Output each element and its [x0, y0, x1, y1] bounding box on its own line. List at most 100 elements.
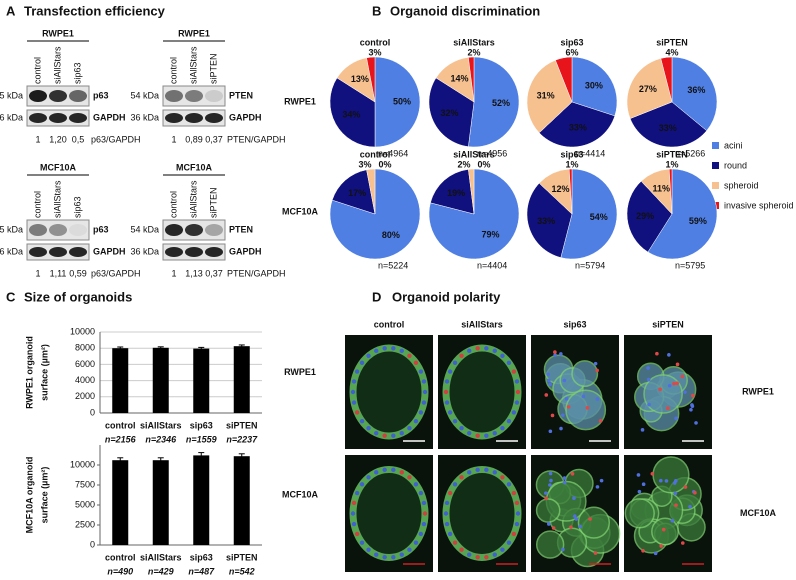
- nucleus: [511, 410, 517, 415]
- nucleus: [593, 551, 598, 555]
- nucleus: [688, 504, 692, 509]
- nucleus: [551, 526, 556, 530]
- nucleus: [658, 387, 662, 392]
- nucleus: [459, 547, 464, 552]
- protein-label: p63: [93, 224, 109, 234]
- nucleus: [548, 429, 553, 434]
- nucleus: [548, 382, 552, 387]
- nucleus: [640, 428, 645, 432]
- organoid-ring: [442, 466, 522, 561]
- nucleus: [572, 496, 576, 501]
- panel-letter: C: [6, 289, 16, 304]
- pie-slice: [629, 101, 708, 148]
- nucleus: [452, 418, 458, 424]
- cell-line-label: MCF10A: [176, 162, 213, 172]
- nucleus: [546, 372, 550, 377]
- y-tick-label: 0: [90, 539, 95, 549]
- legend-swatch: [712, 182, 719, 189]
- nucleus: [382, 467, 387, 473]
- slice-label: 33%: [659, 123, 677, 133]
- ratio-value: 1,20: [49, 134, 67, 144]
- x-tick-label: sip63: [190, 420, 213, 430]
- nucleus: [646, 366, 650, 370]
- nucleus: [667, 383, 672, 388]
- ratio-value: 0,59: [69, 268, 87, 278]
- slice-label: 13%: [351, 74, 369, 84]
- nucleus: [673, 491, 678, 496]
- nucleus: [366, 353, 371, 358]
- nucleus: [399, 348, 404, 354]
- nucleus: [553, 353, 557, 357]
- nucleus: [548, 483, 552, 487]
- pie-title: siPTEN: [656, 37, 688, 47]
- pie-slice: [366, 168, 376, 215]
- nucleus: [653, 551, 658, 556]
- nucleus: [421, 400, 427, 405]
- nucleus: [399, 470, 404, 475]
- nucleus: [500, 353, 505, 358]
- sample-size: n=2156: [105, 434, 137, 444]
- nucleus: [650, 471, 655, 476]
- blot-band: [49, 113, 67, 123]
- nucleus: [569, 525, 573, 529]
- bar: [193, 348, 210, 413]
- y-axis-label: RWPE1 organoid: [24, 336, 34, 409]
- y-axis-label: surface (µm²): [39, 344, 49, 401]
- y-tick-label: 10000: [70, 326, 95, 336]
- pie-slice: [526, 182, 573, 258]
- nucleus: [418, 369, 424, 374]
- nucleus: [694, 421, 698, 425]
- nucleus: [595, 485, 600, 489]
- slice-label: 4%: [665, 47, 678, 57]
- protein-label: GAPDH: [229, 112, 262, 122]
- nucleus: [422, 511, 428, 516]
- ratio-value: 0,89: [185, 134, 203, 144]
- nucleus: [459, 475, 464, 480]
- y-axis-label: MCF10A organoid: [24, 457, 34, 534]
- nucleus: [672, 381, 676, 386]
- nucleus: [553, 350, 557, 354]
- slice-label: 34%: [342, 109, 360, 119]
- slice-label: 32%: [441, 108, 459, 118]
- y-tick-label: 7500: [75, 479, 95, 489]
- nucleus: [506, 360, 512, 366]
- sample-size: n=4956: [477, 148, 507, 158]
- bar: [193, 455, 210, 545]
- nucleus: [637, 489, 642, 494]
- ratio-label: p63/GAPDH: [91, 268, 141, 278]
- blot-band: [49, 224, 67, 236]
- x-tick-label: siAllStars: [140, 420, 182, 430]
- nucleus: [559, 426, 563, 431]
- nucleus: [641, 482, 646, 486]
- sample-size: n=2346: [145, 434, 177, 444]
- nucleus: [484, 433, 489, 438]
- blot-band: [49, 247, 67, 257]
- nucleus: [547, 378, 551, 383]
- nucleus: [659, 478, 663, 483]
- protein-label: GAPDH: [229, 246, 262, 256]
- lane-label: siAllStars: [188, 180, 198, 218]
- side-label: MCF10A: [282, 489, 319, 499]
- nucleus: [354, 531, 360, 537]
- kda-label: 75 kDa: [0, 90, 23, 100]
- kda-label: 54 kDa: [130, 90, 159, 100]
- nucleus: [661, 527, 666, 532]
- lane-label: control: [168, 191, 178, 218]
- slice-label: 17%: [348, 188, 366, 198]
- nucleus: [444, 379, 450, 384]
- nucleus: [407, 475, 412, 480]
- pie-slice: [526, 59, 573, 134]
- ratio-value: 1: [171, 134, 176, 144]
- slice-label: 59%: [689, 216, 707, 226]
- cell-cluster: [571, 360, 599, 388]
- pie-slice: [468, 168, 475, 215]
- nucleus: [459, 426, 464, 431]
- lane-label: control: [168, 57, 178, 84]
- nucleus: [675, 381, 679, 386]
- nucleus: [578, 524, 582, 529]
- blot-band: [29, 90, 47, 102]
- panel-title: Size of organoids: [24, 289, 132, 304]
- y-tick-label: 8000: [75, 343, 95, 353]
- panel-title: Transfection efficiency: [24, 3, 166, 18]
- slice-label: 2%: [467, 47, 480, 57]
